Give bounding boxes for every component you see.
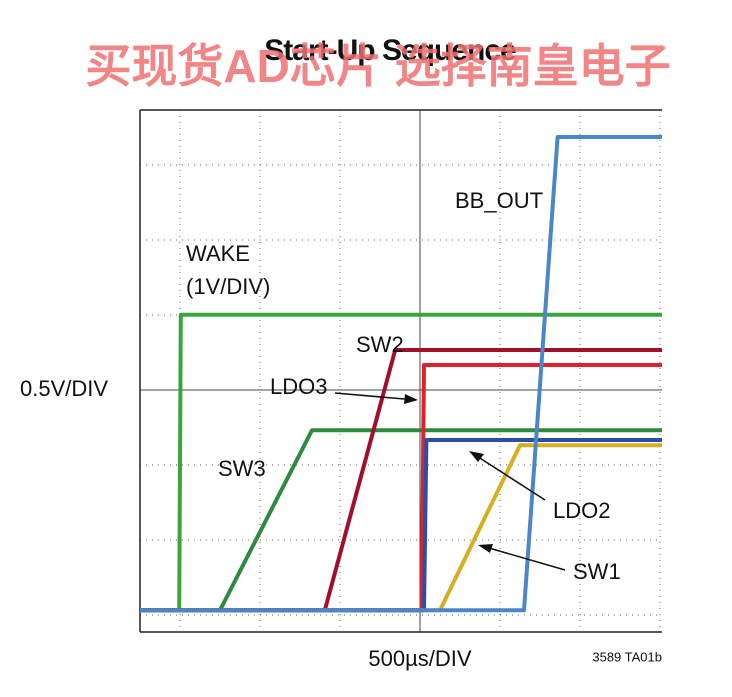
arrows: [334, 392, 566, 571]
arrow: [481, 545, 566, 571]
annotation: (1V/DIV): [186, 274, 270, 299]
arrow-head: [478, 544, 493, 553]
arrow: [471, 452, 546, 501]
series-label: SW3: [218, 456, 266, 481]
footnote: 3589 TA01b: [592, 649, 662, 664]
series-label: BB_OUT: [455, 188, 543, 213]
y-axis-label: 0.5V/DIV: [20, 376, 108, 401]
series-label: SW2: [356, 332, 404, 357]
chart-title: Start-Up Sequence: [264, 34, 516, 67]
arrow-head: [469, 451, 484, 462]
series-label: WAKE: [186, 241, 250, 266]
x-axis-label: 500µs/DIV: [368, 646, 471, 671]
trace: [140, 135, 662, 613]
arrow-head: [404, 394, 418, 404]
arrow: [334, 392, 417, 401]
series-label: SW1: [573, 559, 621, 584]
series-label: LDO2: [553, 498, 610, 523]
watermark: 买现货AD芯片 选择南皇电子: [85, 40, 670, 92]
series-label: LDO3: [270, 374, 327, 399]
